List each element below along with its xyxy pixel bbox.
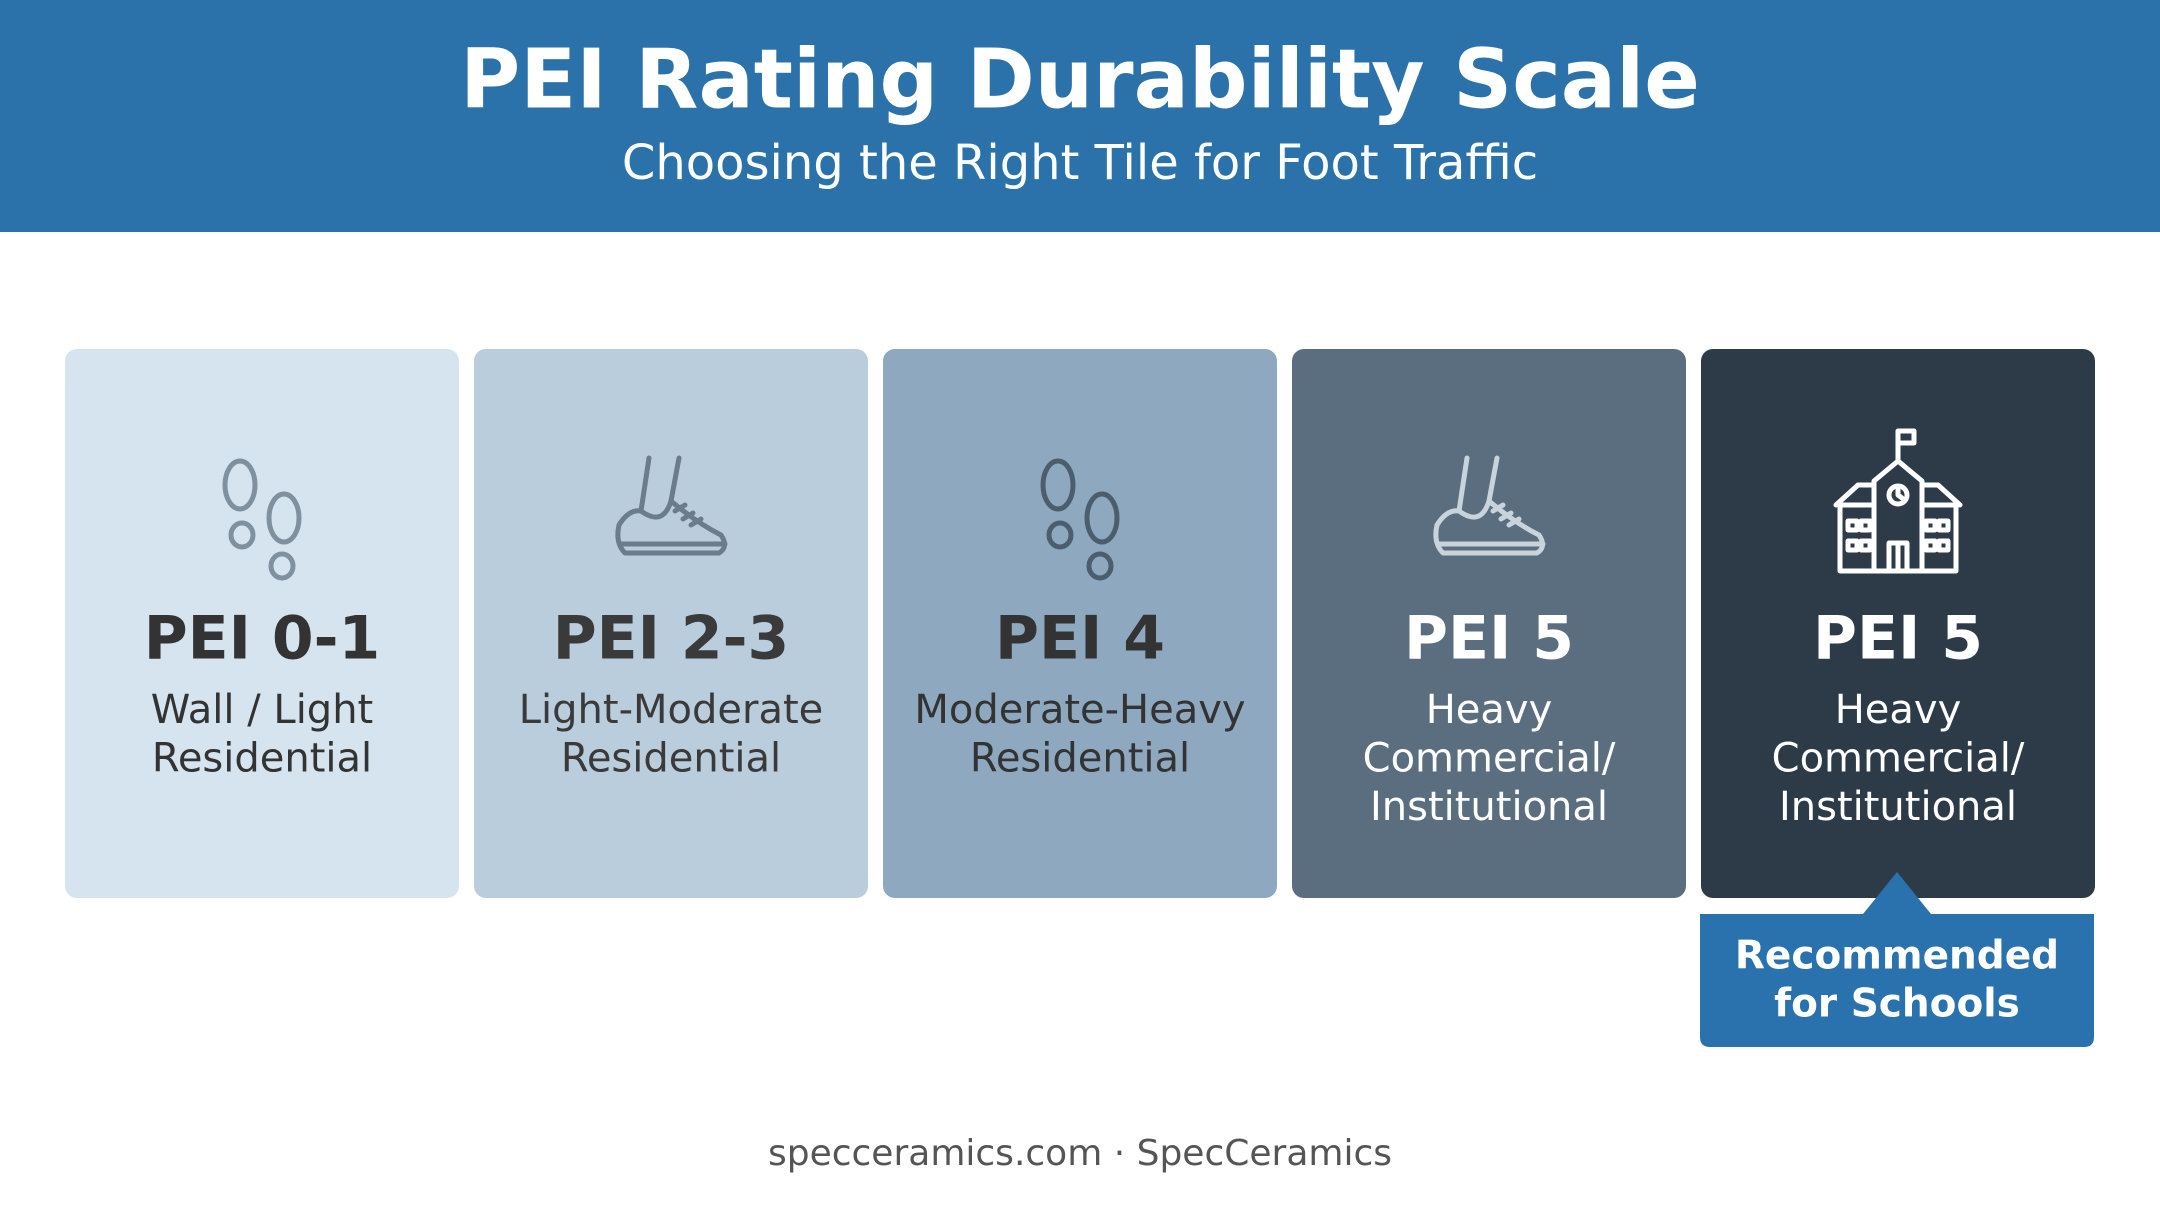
card <box>474 349 868 898</box>
card-label: PEI 4 <box>995 604 1165 674</box>
card-label: PEI 5 <box>1813 604 1983 674</box>
card <box>65 349 459 898</box>
card-label: PEI 0-1 <box>144 604 381 674</box>
card-description: Heavy <box>1835 687 1962 733</box>
callout-text: for Schools <box>1774 982 2020 1027</box>
card-label: PEI 2-3 <box>553 604 790 674</box>
header-bar <box>0 0 2160 232</box>
callout-text: Recommended <box>1735 934 2059 979</box>
card-description: Light-Moderate <box>519 687 824 733</box>
card-label: PEI 5 <box>1404 604 1574 674</box>
card <box>1292 349 1686 898</box>
footer: specceramics.com · SpecCeramics <box>768 1133 1392 1174</box>
subtitle: Choosing the Right Tile for Foot Traffic <box>622 135 1538 191</box>
card-description: Institutional <box>1779 784 2017 830</box>
card <box>1701 349 2095 898</box>
card-description: Residential <box>561 736 781 782</box>
card-description: Commercial/ <box>1772 736 2025 782</box>
card-description: Heavy <box>1426 687 1553 733</box>
card-description: Residential <box>152 736 372 782</box>
card-description: Wall / Light <box>151 687 373 733</box>
card-description: Residential <box>970 736 1190 782</box>
card-description: Institutional <box>1370 784 1608 830</box>
title: PEI Rating Durability Scale <box>460 32 1700 127</box>
card-description: Commercial/ <box>1363 736 1616 782</box>
card <box>883 349 1277 898</box>
callout-badge <box>1700 872 2094 1047</box>
card-description: Moderate-Heavy <box>914 687 1245 733</box>
